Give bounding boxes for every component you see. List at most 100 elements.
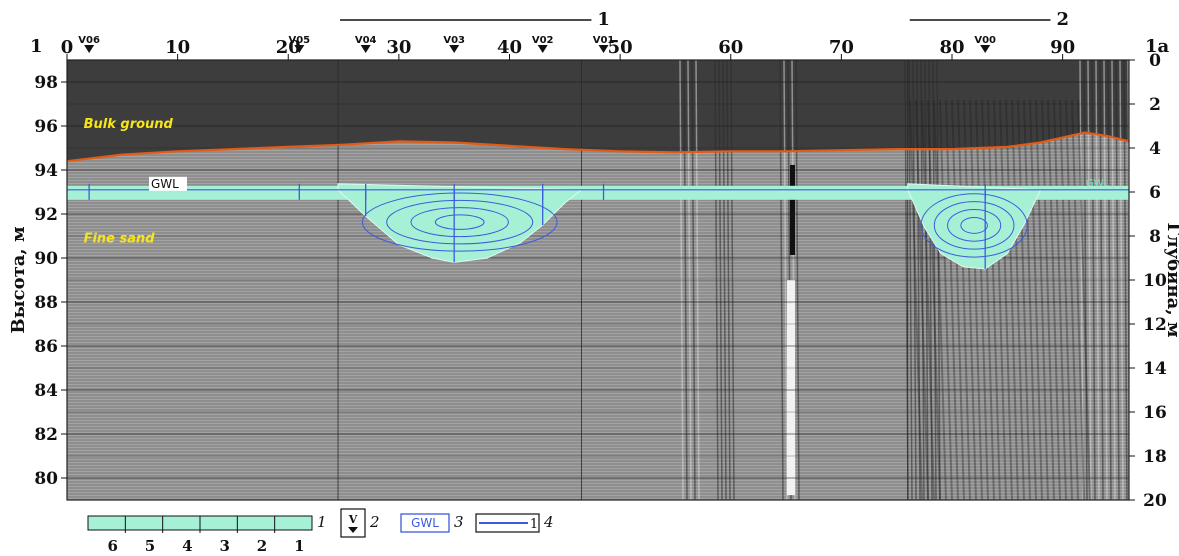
y-axis-left: 80 82 84 86 88 90 92 94 96 98 bbox=[34, 73, 67, 489]
y-right-tick-label: 2 bbox=[1149, 95, 1161, 115]
noise-stripe bbox=[999, 99, 1013, 500]
x-axis: 0 10 20 30 40 50 60 70 80 90 bbox=[61, 37, 1075, 60]
y-axis-left-label: Высота, м bbox=[8, 226, 29, 334]
anomaly-zone-2 bbox=[907, 183, 1042, 270]
x-tick-label: 40 bbox=[497, 37, 522, 58]
x-axis-suffix: 1a bbox=[1145, 36, 1170, 57]
noise-stripe bbox=[1041, 99, 1055, 500]
contour-line bbox=[386, 199, 534, 245]
x-tick-label: 20 bbox=[276, 37, 301, 58]
dark-stripe bbox=[790, 165, 795, 255]
noise-stripe bbox=[1017, 99, 1031, 500]
y-left-tick-label: 90 bbox=[34, 249, 58, 269]
zone-label: 1 bbox=[597, 9, 610, 30]
contour-line bbox=[933, 201, 1015, 250]
legend-gwl-symbol-text: GWL bbox=[411, 516, 439, 530]
legend-number-4: 4 bbox=[543, 513, 554, 531]
x-tick-label: 90 bbox=[1050, 37, 1075, 58]
borehole-triangle-icon bbox=[537, 45, 548, 53]
noise-stripe bbox=[981, 99, 995, 500]
y-left-tick-label: 94 bbox=[34, 161, 58, 181]
y-left-tick-label: 96 bbox=[34, 117, 58, 137]
legend-scale-number: 3 bbox=[219, 537, 229, 555]
noise-stripe bbox=[963, 99, 977, 500]
legend-number-1: 1 bbox=[317, 513, 327, 531]
noise-stripe bbox=[927, 99, 941, 500]
legend-scale-number: 2 bbox=[257, 537, 267, 555]
borehole-label: V01 bbox=[593, 35, 615, 46]
noise-stripe bbox=[921, 99, 935, 500]
noise-stripe bbox=[1077, 99, 1091, 500]
layer-boundary-line bbox=[67, 131, 1129, 163]
y-right-tick-label: 10 bbox=[1143, 271, 1167, 291]
noise-stripe bbox=[939, 99, 953, 500]
noise-stripe bbox=[1053, 99, 1067, 500]
borehole-label: V04 bbox=[355, 35, 377, 46]
borehole-triangle-icon bbox=[84, 45, 95, 53]
legend-gwl-symbol-box bbox=[400, 513, 450, 533]
x-tick-label: 80 bbox=[939, 37, 964, 58]
y-left-tick-label: 84 bbox=[34, 381, 58, 401]
legend-scale-number: 1 bbox=[294, 537, 304, 555]
y-axis-right: 0 2 4 6 8 10 12 14 16 18 20 bbox=[1129, 51, 1167, 511]
legend: 6 5 4 3 2 1 1 V 2 GWL 3 1 4 bbox=[87, 508, 554, 555]
noise-stripe bbox=[915, 99, 929, 500]
layer-label-sand: Fine sand bbox=[84, 232, 156, 247]
noise-stripe bbox=[969, 99, 983, 500]
x-tick-label: 10 bbox=[165, 37, 190, 58]
borehole-label: V02 bbox=[532, 35, 554, 46]
x-tick-label: 60 bbox=[718, 37, 743, 58]
noise-stripe bbox=[1071, 99, 1085, 500]
bright-stripe bbox=[787, 280, 795, 495]
y-right-tick-label: 4 bbox=[1149, 139, 1161, 159]
noise-stripe bbox=[1005, 99, 1019, 500]
y-left-tick-label: 86 bbox=[34, 337, 58, 357]
bulk-ground-layer bbox=[67, 60, 1129, 162]
borehole-markers: V06 V05 V04 V03 V02 V01 V00 bbox=[78, 35, 996, 269]
gwl-label-box bbox=[149, 176, 187, 191]
borehole-label: V00 bbox=[974, 35, 996, 46]
contour-line bbox=[434, 214, 485, 230]
noise-stripe bbox=[1029, 99, 1043, 500]
noise-stripe bbox=[1059, 99, 1073, 500]
y-right-tick-label: 14 bbox=[1143, 359, 1167, 379]
contour-line bbox=[920, 193, 1028, 258]
x-tick-label: 70 bbox=[829, 37, 854, 58]
x-axis-prefix: 1 bbox=[30, 36, 43, 57]
y-left-tick-label: 82 bbox=[34, 425, 58, 445]
y-right-tick-label: 12 bbox=[1143, 315, 1167, 335]
borehole-triangle-icon bbox=[598, 45, 609, 53]
y-right-tick-label: 8 bbox=[1149, 227, 1161, 247]
y-right-tick-label: 0 bbox=[1149, 51, 1161, 71]
x-tick-label: 30 bbox=[386, 37, 411, 58]
legend-borehole-symbol-text: V bbox=[348, 513, 358, 526]
y-right-tick-label: 16 bbox=[1143, 403, 1167, 423]
x-tick-label: 50 bbox=[608, 37, 633, 58]
layer-label-bulk: Bulk ground bbox=[84, 117, 174, 132]
noise-stripe bbox=[909, 99, 923, 500]
contour-line bbox=[947, 209, 1002, 242]
legend-scale-number: 6 bbox=[107, 537, 117, 555]
legend-borehole-triangle-icon bbox=[348, 527, 358, 533]
noise-stripe bbox=[993, 99, 1007, 500]
borehole-label: V03 bbox=[443, 35, 465, 46]
gwl-label-right: GWL bbox=[1086, 178, 1110, 189]
y-right-tick-label: 20 bbox=[1143, 491, 1167, 511]
contour-line bbox=[410, 207, 509, 238]
noise-stripe bbox=[1023, 99, 1037, 500]
borehole-triangle-icon bbox=[449, 45, 460, 53]
borehole-triangle-icon bbox=[294, 45, 305, 53]
y-left-tick-label: 88 bbox=[34, 293, 58, 313]
y-left-tick-label: 98 bbox=[34, 73, 58, 93]
noise-stripe bbox=[933, 99, 947, 500]
legend-scale-number: 4 bbox=[182, 537, 192, 555]
anomaly-zones bbox=[337, 183, 1042, 270]
zone-label: 2 bbox=[1057, 9, 1070, 30]
contour-line bbox=[361, 192, 558, 252]
grid-lines bbox=[67, 60, 1129, 500]
y-right-tick-label: 6 bbox=[1149, 183, 1161, 203]
y-left-tick-label: 92 bbox=[34, 205, 58, 225]
borehole-label: V06 bbox=[78, 35, 100, 46]
noise-stripe bbox=[1035, 99, 1049, 500]
